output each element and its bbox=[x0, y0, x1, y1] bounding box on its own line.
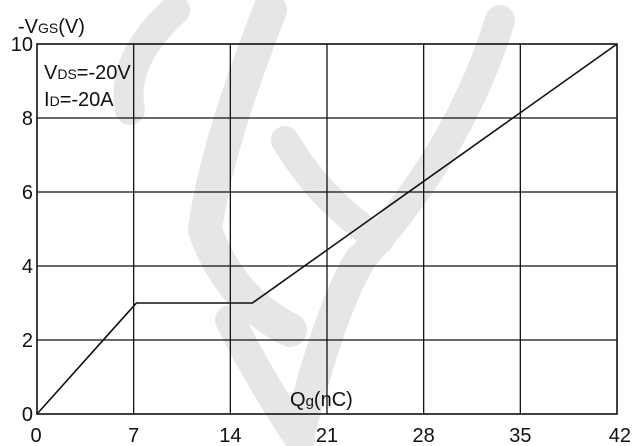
y-axis-label: -VGS(V) bbox=[18, 16, 85, 38]
annotation-id-sub: D bbox=[50, 93, 60, 109]
x-tick-label: 0 bbox=[30, 425, 41, 446]
x-tick-label: 42 bbox=[609, 425, 631, 446]
x-axis-label-suffix: (nC) bbox=[314, 389, 353, 411]
y-tick-labels: 0 2 4 6 8 10 bbox=[11, 34, 33, 426]
watermark bbox=[113, 0, 515, 446]
annotation-id: ID=-20A bbox=[44, 89, 114, 111]
watermark-stroke bbox=[271, 126, 394, 254]
x-tick-labels: 0 7 14 21 28 35 42 bbox=[30, 425, 631, 446]
annotation-vds: VDS=-20V bbox=[44, 62, 131, 84]
watermark-stroke bbox=[188, 0, 307, 347]
y-tick-label: 6 bbox=[22, 182, 33, 204]
watermark-stroke bbox=[113, 0, 190, 125]
x-tick-label: 35 bbox=[509, 425, 531, 446]
plot-frame bbox=[36, 43, 618, 415]
y-tick-label: 0 bbox=[22, 404, 33, 426]
x-tick-label: 7 bbox=[128, 425, 139, 446]
x-tick-label: 28 bbox=[413, 425, 435, 446]
y-tick-label: 4 bbox=[22, 256, 33, 278]
y-axis-label-prefix: -V bbox=[18, 16, 39, 38]
y-tick-label: 8 bbox=[22, 108, 33, 130]
annotation-vds-sub: DS bbox=[57, 66, 76, 82]
x-tick-label: 21 bbox=[316, 425, 338, 446]
series-line bbox=[36, 43, 618, 415]
x-axis-label: Qg(nC) bbox=[290, 389, 353, 411]
watermark-stroke bbox=[284, 244, 376, 446]
annotation-id-prefix: I bbox=[44, 89, 50, 111]
annotation-vds-suffix: =-20V bbox=[77, 62, 132, 84]
y-tick-label: 10 bbox=[11, 34, 33, 56]
y-axis-label-sub: GS bbox=[38, 20, 58, 36]
annotation-vds-prefix: V bbox=[44, 62, 58, 84]
watermark-stroke bbox=[215, 305, 315, 446]
y-tick-label: 2 bbox=[22, 330, 33, 352]
grid bbox=[37, 44, 617, 414]
x-axis-label-sub: g bbox=[306, 393, 314, 410]
x-axis-label-prefix: Q bbox=[290, 389, 306, 411]
annotation-id-suffix: =-20A bbox=[60, 89, 115, 111]
y-axis-label-suffix: (V) bbox=[58, 16, 85, 38]
x-tick-label: 14 bbox=[219, 425, 241, 446]
